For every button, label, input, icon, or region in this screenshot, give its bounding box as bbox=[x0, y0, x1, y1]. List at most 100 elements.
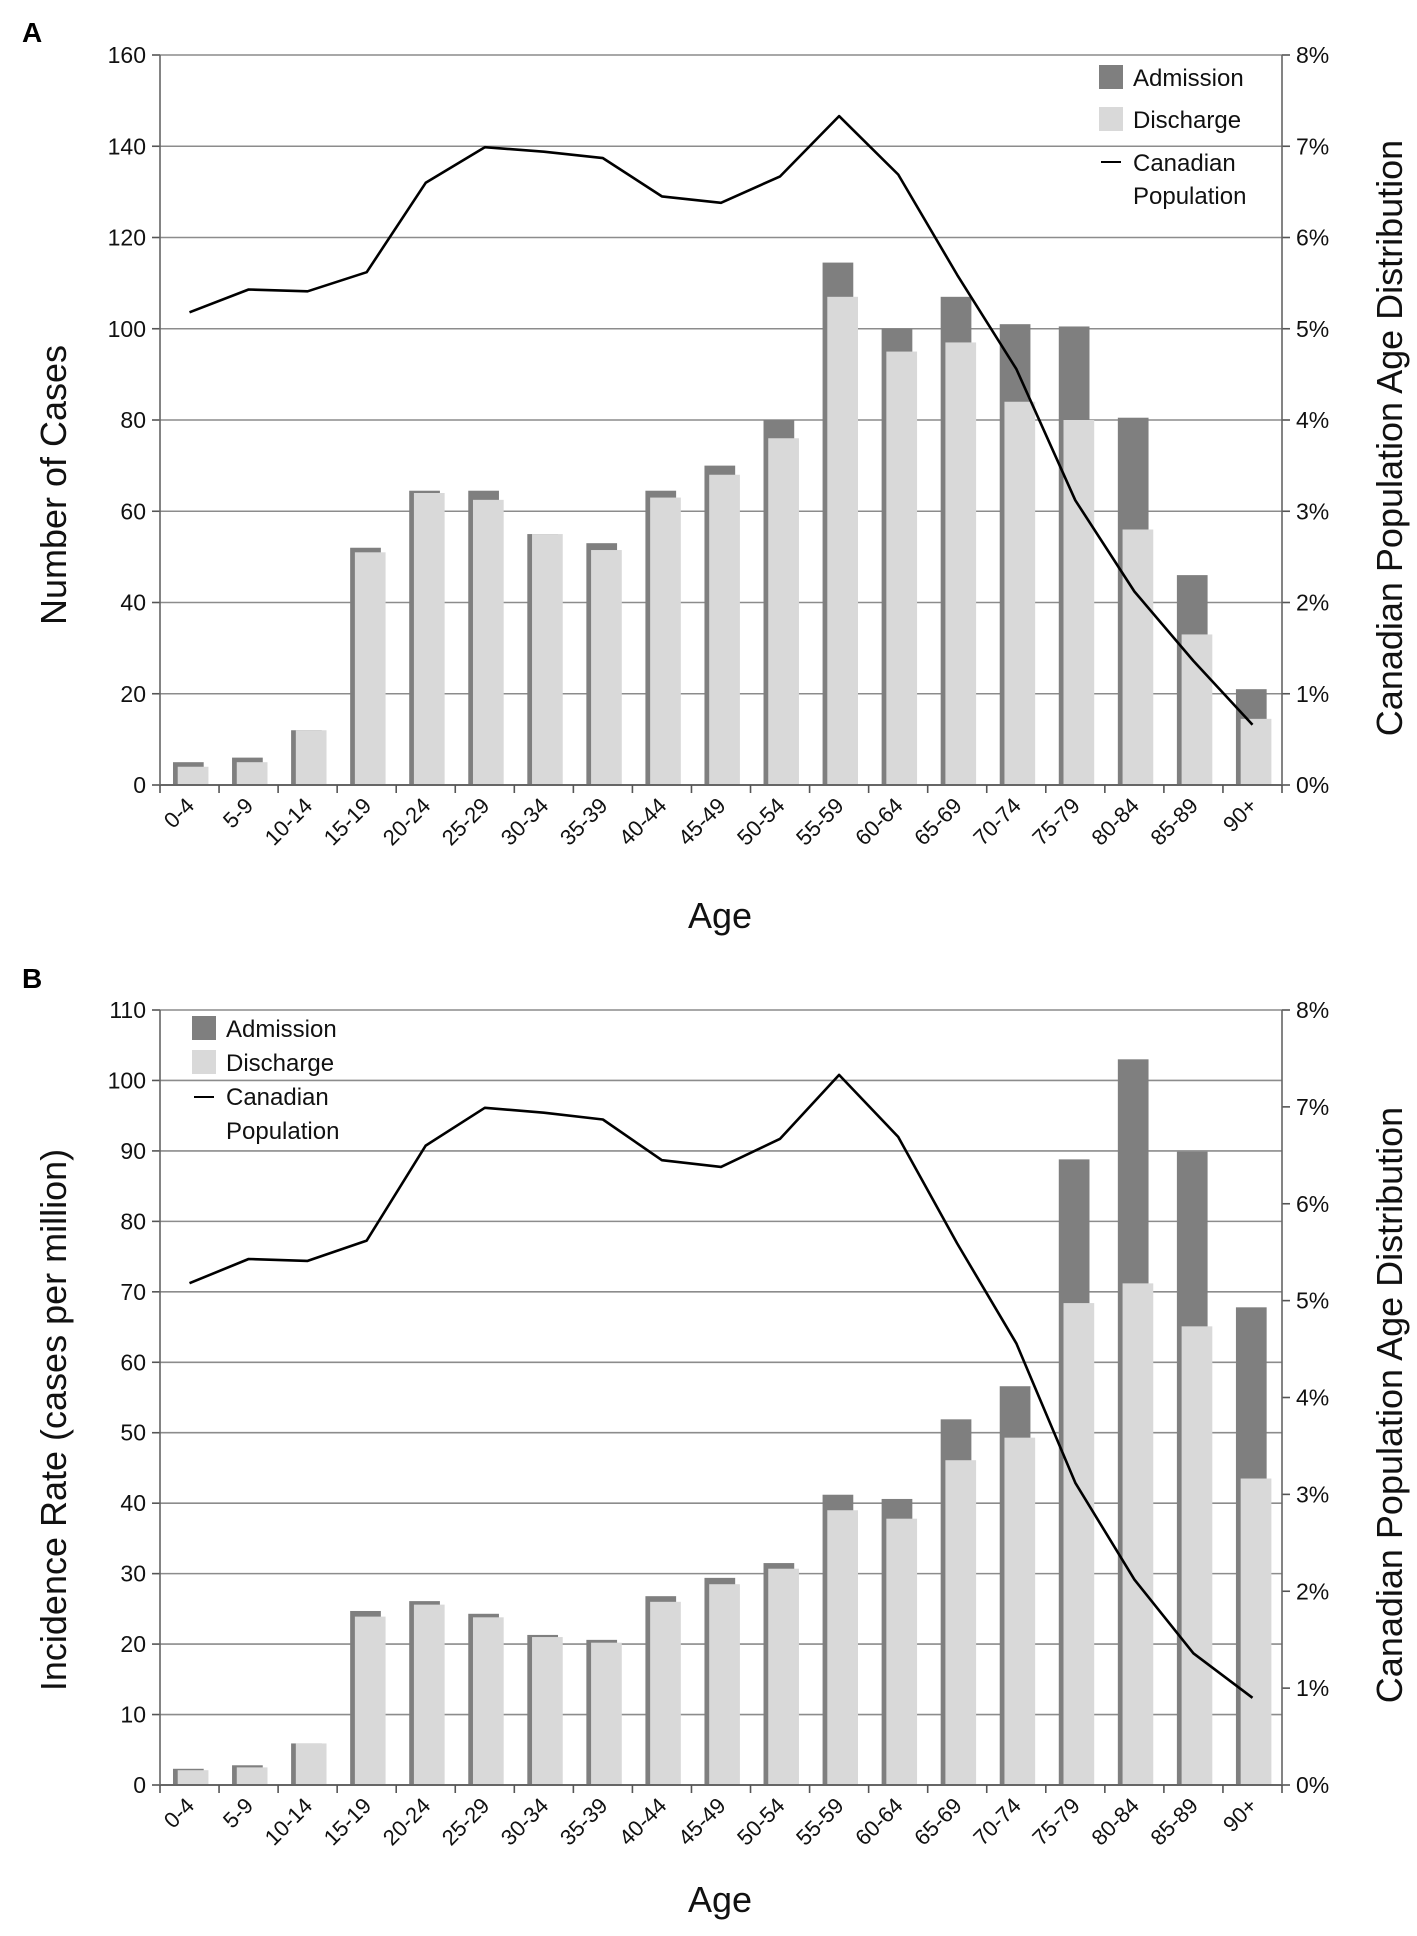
y-tick-label: 0 bbox=[133, 772, 146, 798]
bar-discharge bbox=[1063, 1303, 1095, 1785]
panel-a-y-axis-label: Number of Cases bbox=[33, 345, 74, 625]
x-category-label: 75-79 bbox=[1027, 1793, 1084, 1850]
bar-discharge bbox=[532, 1637, 563, 1785]
y2-tick-label: 7% bbox=[1296, 133, 1329, 159]
panel-b-legend: Admission Discharge Canadian Population bbox=[192, 1016, 339, 1145]
legend-population-label-line1: Canadian bbox=[226, 1084, 329, 1111]
bar-discharge bbox=[827, 1510, 859, 1785]
bar-discharge bbox=[1063, 420, 1095, 785]
bar-discharge bbox=[768, 1568, 799, 1785]
y-tick-label: 20 bbox=[120, 1631, 146, 1657]
bar-discharge bbox=[650, 1601, 681, 1785]
x-category-label: 40-44 bbox=[614, 793, 671, 850]
x-category-label: 5-9 bbox=[218, 1793, 258, 1833]
x-category-label: 70-74 bbox=[968, 793, 1025, 850]
y-tick-label: 40 bbox=[120, 590, 146, 616]
x-category-label: 45-49 bbox=[673, 793, 730, 850]
legend-discharge-swatch bbox=[192, 1050, 216, 1074]
x-category-label: 60-64 bbox=[850, 1793, 907, 1850]
legend-population-label-line1: Canadian bbox=[1133, 150, 1236, 177]
y2-tick-label: 8% bbox=[1296, 997, 1329, 1023]
y-tick-label: 90 bbox=[120, 1138, 146, 1164]
legend-admission-swatch bbox=[192, 1016, 216, 1040]
x-category-label: 75-79 bbox=[1027, 793, 1084, 850]
bar-discharge bbox=[295, 730, 327, 785]
bar-discharge bbox=[1122, 1283, 1154, 1785]
bar-discharge bbox=[650, 497, 681, 785]
legend-discharge-swatch bbox=[1099, 107, 1123, 131]
bar-discharge bbox=[945, 342, 977, 785]
bar-discharge bbox=[236, 1767, 268, 1785]
y2-tick-label: 2% bbox=[1296, 1578, 1329, 1604]
x-category-label: 20-24 bbox=[378, 793, 435, 850]
y2-tick-label: 1% bbox=[1296, 1675, 1329, 1701]
legend-population-label-line2: Population bbox=[226, 1118, 339, 1145]
bar-discharge bbox=[1122, 529, 1154, 785]
bar-discharge bbox=[354, 1616, 386, 1785]
legend-population-label-line2: Population bbox=[1133, 183, 1246, 210]
bar-discharge bbox=[354, 552, 386, 785]
bar-discharge bbox=[236, 762, 268, 785]
bar-discharge bbox=[1240, 1478, 1272, 1785]
y2-tick-label: 6% bbox=[1296, 225, 1329, 251]
bar-discharge bbox=[886, 351, 918, 785]
panel-b: B 0 10 20 30 40 50 60 70 80 90 100 110 0% 1% 2% 3% 4% 5% 6… bbox=[22, 963, 1410, 1920]
y2-tick-label: 6% bbox=[1296, 1191, 1329, 1217]
y2-tick-label: 5% bbox=[1296, 1288, 1329, 1314]
x-category-label: 65-69 bbox=[909, 1793, 966, 1850]
bar-discharge bbox=[1181, 634, 1213, 785]
y2-tick-label: 3% bbox=[1296, 1481, 1329, 1507]
panel-b-x-axis-label: Age bbox=[688, 1879, 752, 1920]
x-category-label: 80-84 bbox=[1086, 793, 1143, 850]
bar-discharge bbox=[472, 499, 504, 785]
bar-discharge bbox=[295, 1743, 327, 1785]
x-category-label: 15-19 bbox=[319, 1793, 376, 1850]
legend-discharge-label: Discharge bbox=[226, 1050, 334, 1077]
x-category-label: 0-4 bbox=[159, 793, 199, 833]
panel-a-y2-axis-label: Canadian Population Age Distribution bbox=[1369, 140, 1410, 736]
bar-discharge bbox=[709, 474, 740, 785]
x-category-label: 35-39 bbox=[555, 793, 612, 850]
x-category-label: 85-89 bbox=[1145, 793, 1202, 850]
y-tick-label: 30 bbox=[120, 1561, 146, 1587]
bar-discharge bbox=[177, 766, 209, 785]
x-category-label: 5-9 bbox=[218, 793, 258, 833]
y2-tick-label: 0% bbox=[1296, 1772, 1329, 1798]
bar-discharge bbox=[886, 1518, 918, 1785]
y-tick-label: 0 bbox=[133, 1772, 146, 1798]
y-tick-label: 70 bbox=[120, 1279, 146, 1305]
bar-discharge bbox=[709, 1584, 740, 1785]
y-tick-label: 10 bbox=[120, 1702, 146, 1728]
x-category-label: 80-84 bbox=[1086, 1793, 1143, 1850]
y2-tick-label: 8% bbox=[1296, 42, 1329, 68]
x-category-label: 55-59 bbox=[791, 1793, 848, 1850]
y-tick-label: 40 bbox=[120, 1490, 146, 1516]
y-tick-label: 80 bbox=[120, 407, 146, 433]
bar-discharge bbox=[472, 1617, 504, 1785]
x-category-label: 90+ bbox=[1218, 1793, 1262, 1837]
panel-b-y2-axis-label: Canadian Population Age Distribution bbox=[1369, 1107, 1410, 1703]
panel-a-legend: Admission Discharge Canadian Population bbox=[1099, 65, 1246, 210]
y2-tick-label: 1% bbox=[1296, 681, 1329, 707]
bar-discharge bbox=[1181, 1326, 1213, 1785]
x-category-label: 30-34 bbox=[496, 793, 553, 850]
x-category-label: 10-14 bbox=[260, 1793, 317, 1850]
bar-discharge bbox=[945, 1460, 977, 1785]
legend-admission-label: Admission bbox=[226, 1016, 337, 1043]
x-category-label: 60-64 bbox=[850, 793, 907, 850]
panel-a-label: A bbox=[22, 17, 42, 48]
y2-tick-label: 0% bbox=[1296, 772, 1329, 798]
x-category-label: 40-44 bbox=[614, 1793, 671, 1850]
bar-discharge bbox=[827, 296, 859, 785]
bar-discharge bbox=[591, 1642, 622, 1785]
legend-admission-swatch bbox=[1099, 65, 1123, 89]
bar-discharge bbox=[413, 1604, 445, 1785]
y-tick-label: 100 bbox=[108, 316, 146, 342]
legend-discharge-label: Discharge bbox=[1133, 107, 1241, 134]
panel-a-plot-area: 0 20 40 60 80 100 120 140 160 0% 1% 2% 3% 4% 5% 6% 7% 8% 0… bbox=[108, 42, 1330, 850]
y-tick-label: 60 bbox=[120, 498, 146, 524]
y-tick-label: 60 bbox=[120, 1349, 146, 1375]
panel-b-label: B bbox=[22, 963, 42, 994]
bar-discharge bbox=[1004, 1437, 1036, 1785]
population-line bbox=[189, 1073, 1254, 1699]
